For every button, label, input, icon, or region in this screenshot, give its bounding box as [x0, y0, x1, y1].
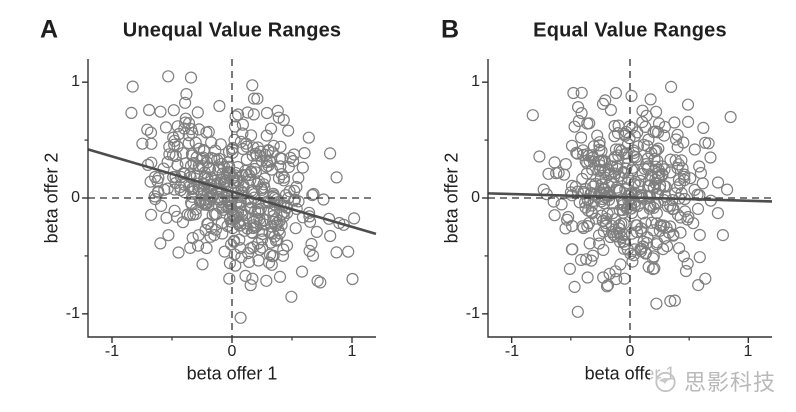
panel-a-xtick-0: 0: [227, 343, 237, 360]
panel-A-axes-spines: [87, 59, 376, 338]
panel-a-ytick-0: 0: [71, 189, 80, 206]
panel-A-plot: [82, 59, 377, 343]
panel-b-ytick-1: 1: [471, 73, 480, 90]
panel-b-ytick-neg1: -1: [465, 305, 480, 322]
panel-a-xtick-1: 1: [347, 343, 357, 360]
panel-b-letter: B: [440, 15, 460, 44]
panel-b-xtick-1: 1: [743, 343, 753, 360]
panel-a-ytick-neg1: -1: [65, 305, 80, 322]
panel-b-ylabel: beta offer 2: [441, 152, 462, 244]
panel-A-regression-line: [87, 148, 377, 236]
panel-A-points: [125, 70, 361, 324]
panel-a-ylabel: beta offer 2: [41, 152, 62, 244]
watermark-text: 思影科技: [684, 370, 777, 395]
panel-B-regression-line: [487, 192, 773, 203]
panel-a-ytick-1: 1: [71, 73, 80, 90]
watermark-logo-icon: [654, 370, 677, 393]
panel-b-xtick-0: 0: [625, 343, 635, 360]
panel-B-points: [526, 80, 737, 318]
watermark: 思影科技: [650, 364, 781, 398]
panel-b-xtick-neg1: -1: [504, 343, 520, 360]
panel-b-title: Equal Value Ranges: [533, 19, 727, 42]
panel-a-xtick-neg1: -1: [104, 343, 120, 360]
panel-a-title: Unequal Value Ranges: [122, 19, 342, 42]
panel-B-axes-spines: [487, 59, 772, 338]
panel-b-ytick-0: 0: [471, 189, 480, 206]
panel-B-plot: [482, 59, 773, 343]
panel-a-xlabel: beta offer 1: [186, 363, 278, 384]
panel-a-letter: A: [39, 15, 59, 44]
